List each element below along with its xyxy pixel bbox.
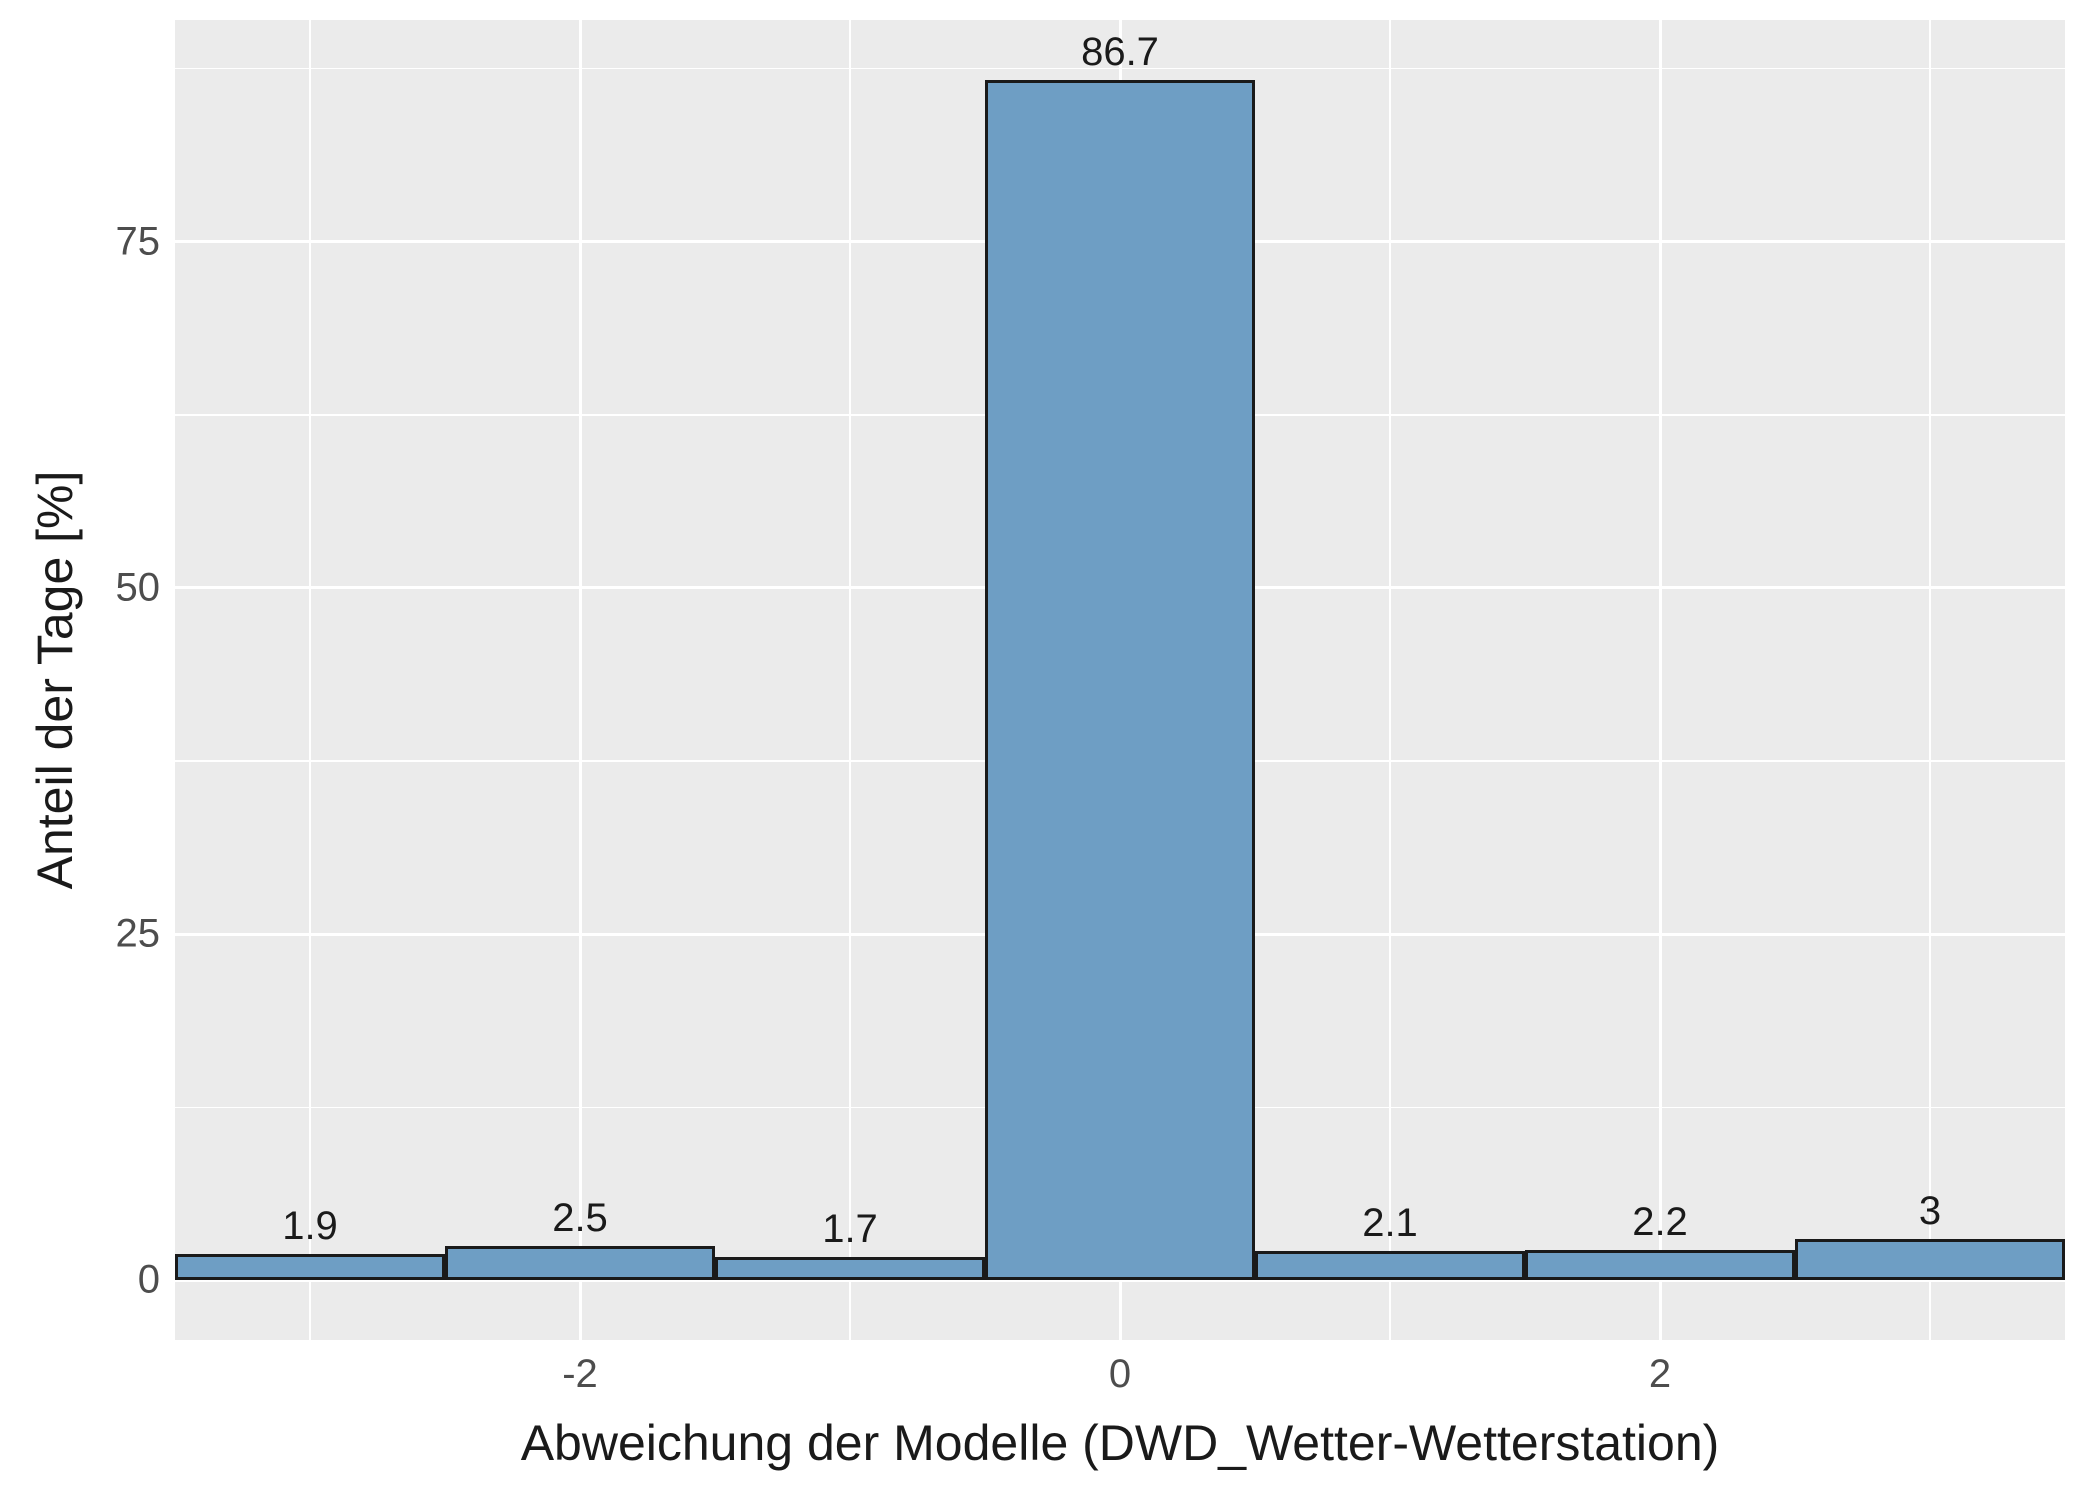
x-axis-title: Abweichung der Modelle (DWD_Wetter-Wette…	[521, 1414, 1720, 1472]
y-tick-label: 0	[138, 1258, 160, 1303]
y-axis-title: Anteil der Tage [%]	[26, 471, 84, 890]
bar	[1255, 1251, 1525, 1280]
chart-container: Anteil der Tage [%] Abweichung der Model…	[0, 0, 2100, 1500]
bar-value-label: 2.1	[1362, 1201, 1418, 1246]
bar	[985, 80, 1255, 1281]
y-tick-label: 75	[116, 219, 161, 264]
x-tick-label: -2	[562, 1352, 598, 1397]
grid-minor-v	[1929, 20, 1931, 1340]
bar-value-label: 2.5	[552, 1196, 608, 1241]
bar	[175, 1254, 445, 1280]
grid-major-v	[579, 20, 582, 1340]
bar	[445, 1246, 715, 1281]
bar-value-label: 3	[1919, 1189, 1941, 1234]
bar	[1525, 1250, 1795, 1280]
grid-minor-v	[309, 20, 311, 1340]
x-tick-label: 2	[1649, 1352, 1671, 1397]
bar-value-label: 1.7	[822, 1207, 878, 1252]
y-tick-label: 25	[116, 912, 161, 957]
x-tick-label: 0	[1109, 1352, 1131, 1397]
y-tick-label: 50	[116, 565, 161, 610]
bar	[1795, 1239, 2065, 1281]
bar-value-label: 86.7	[1081, 30, 1159, 75]
bar-value-label: 2.2	[1632, 1200, 1688, 1245]
bar	[715, 1257, 985, 1281]
grid-major-v	[1659, 20, 1662, 1340]
grid-minor-v	[849, 20, 851, 1340]
grid-minor-v	[1389, 20, 1391, 1340]
bar-value-label: 1.9	[282, 1204, 338, 1249]
